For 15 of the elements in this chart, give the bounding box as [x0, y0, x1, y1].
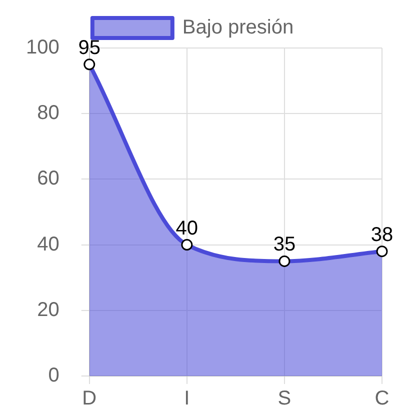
y-tick-label: 60: [37, 168, 60, 190]
legend-label: Bajo presión: [182, 16, 294, 39]
x-tick-label: D: [82, 388, 97, 410]
y-tick-label: 0: [48, 364, 60, 387]
y-tick-label: 100: [26, 36, 60, 59]
x-tick-label: C: [374, 388, 390, 410]
data-label: 35: [273, 234, 296, 256]
x-tick-label: I: [184, 388, 190, 410]
y-tick-label: 80: [37, 102, 60, 124]
y-tick-label: 40: [37, 233, 60, 256]
y-tick-label: 20: [37, 298, 60, 321]
data-label: 95: [78, 36, 100, 59]
data-label: 38: [370, 224, 394, 246]
x-tick-label: S: [278, 388, 292, 410]
data-label: 40: [176, 217, 198, 240]
